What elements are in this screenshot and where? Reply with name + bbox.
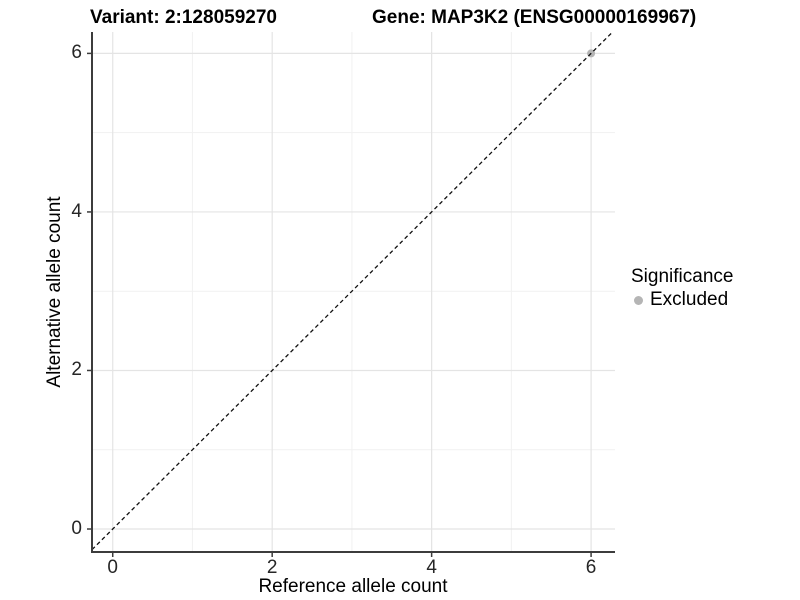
y-tick-label: 6 (71, 42, 82, 64)
x-tick-label: 6 (585, 557, 597, 578)
identity-line (91, 31, 614, 551)
legend-title: Significance (631, 266, 734, 287)
y-axis-title: Alternative allele count (44, 196, 65, 388)
major-gridlines (92, 32, 615, 552)
x-tick-label: 4 (426, 557, 437, 578)
y-tick-label: 0 (71, 518, 82, 539)
minor-gridlines (92, 32, 615, 552)
x-tick-label: 2 (266, 557, 278, 578)
x-tick-label: 0 (107, 557, 118, 578)
legend-point-icon (634, 295, 643, 305)
tick-marks (87, 52, 592, 557)
legend-item-label: Excluded (650, 289, 729, 310)
legend: Significance Excluded (626, 266, 733, 311)
y-tick-label: 2 (71, 359, 82, 381)
plot-title-gene: Gene: MAP3K2 (ENSG00000169967) (372, 7, 697, 28)
legend-item-excluded: Excluded (626, 289, 733, 311)
plot-title-variant: Variant: 2:128059270 (90, 7, 277, 28)
x-axis-title: Reference allele count (258, 576, 448, 597)
y-tick-label: 4 (71, 200, 82, 222)
